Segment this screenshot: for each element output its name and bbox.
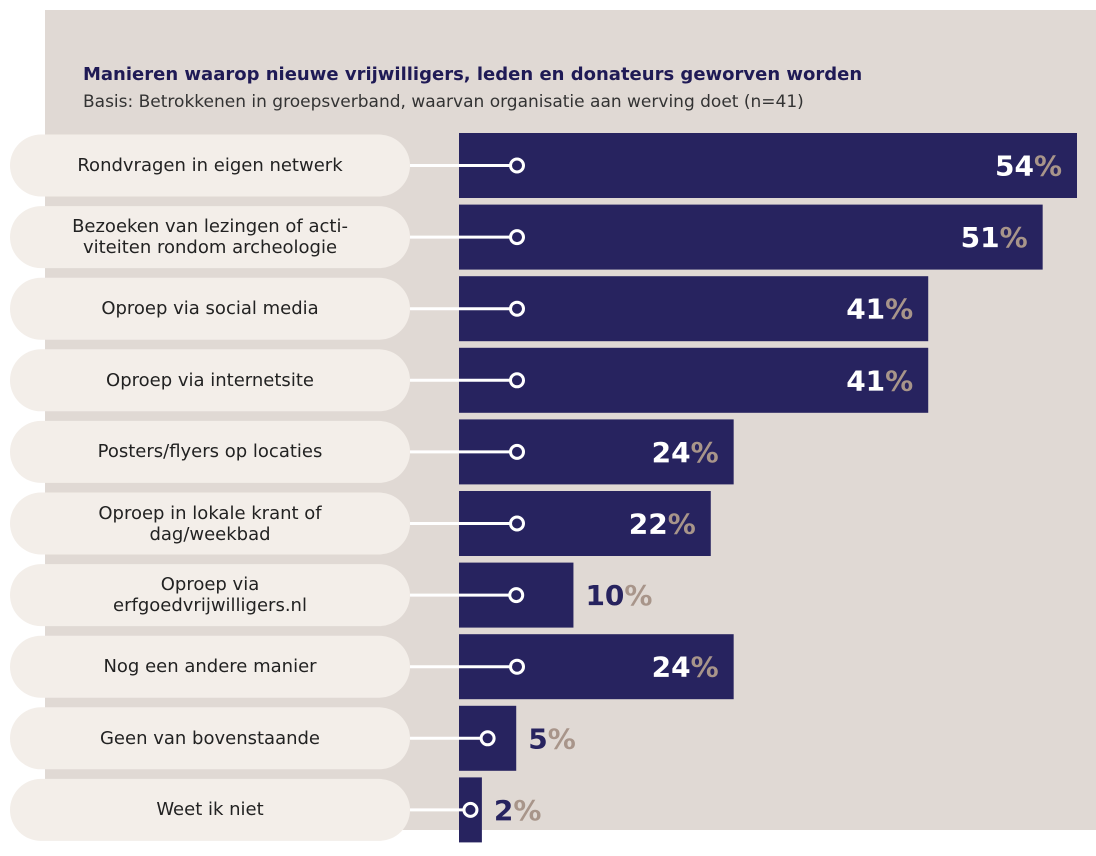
category-label: Oproep in lokale krant of dag/weekbad (98, 502, 322, 545)
label-pill (10, 134, 410, 197)
value-label: 41% (846, 293, 913, 326)
connector-dot (509, 515, 525, 532)
label-pill (10, 206, 410, 269)
label-pill (10, 492, 410, 555)
category-label: Nog een andere manier (103, 656, 317, 678)
bar (459, 204, 1043, 270)
label-pill (10, 564, 410, 627)
label-pill (10, 707, 410, 770)
bar (459, 347, 929, 413)
chart-subtitle: Basis: Betrokkenen in groepsverband, waa… (83, 92, 804, 112)
value-label: 2% (494, 794, 542, 827)
label-pill (10, 349, 410, 412)
category-label: Geen van bovenstaande (99, 727, 321, 749)
value-label: 54% (995, 150, 1062, 183)
category-label: Bezoeken van lezingen of acti- viteiten … (72, 216, 348, 259)
value-label: 24% (652, 651, 719, 684)
label-pill (10, 778, 410, 841)
value-label: 22% (629, 508, 696, 541)
chart-title: Manieren waarop nieuwe vrijwilligers, le… (83, 64, 863, 85)
category-label: Weet ik niet (156, 799, 264, 821)
category-label: Oproep via erfgoedvrijwilligers.nl (113, 574, 307, 617)
connector-dot (509, 157, 525, 174)
bar (459, 133, 1077, 198)
category-label: Oproep via social media (101, 298, 319, 320)
connector-dot (508, 587, 525, 604)
connector-dot (462, 801, 479, 818)
category-label: Posters/flyers op locaties (97, 441, 323, 463)
connector-dot (509, 300, 525, 317)
connector-dot (509, 658, 525, 675)
value-label: 10% (585, 579, 652, 612)
connector-dot (479, 730, 496, 747)
value-label: 51% (961, 221, 1028, 254)
value-label: 5% (528, 722, 576, 755)
bar (459, 276, 929, 342)
value-label: 24% (652, 436, 719, 469)
label-pill (10, 635, 410, 698)
category-label: Rondvragen in eigen netwerk (77, 155, 343, 176)
value-label: 41% (846, 364, 913, 397)
label-pill (10, 277, 410, 340)
label-pill (10, 420, 410, 483)
category-label: Oproep via internetsite (106, 369, 314, 391)
connector-dot (509, 372, 525, 389)
connector-dot (509, 229, 525, 246)
connector-dot (509, 443, 525, 460)
